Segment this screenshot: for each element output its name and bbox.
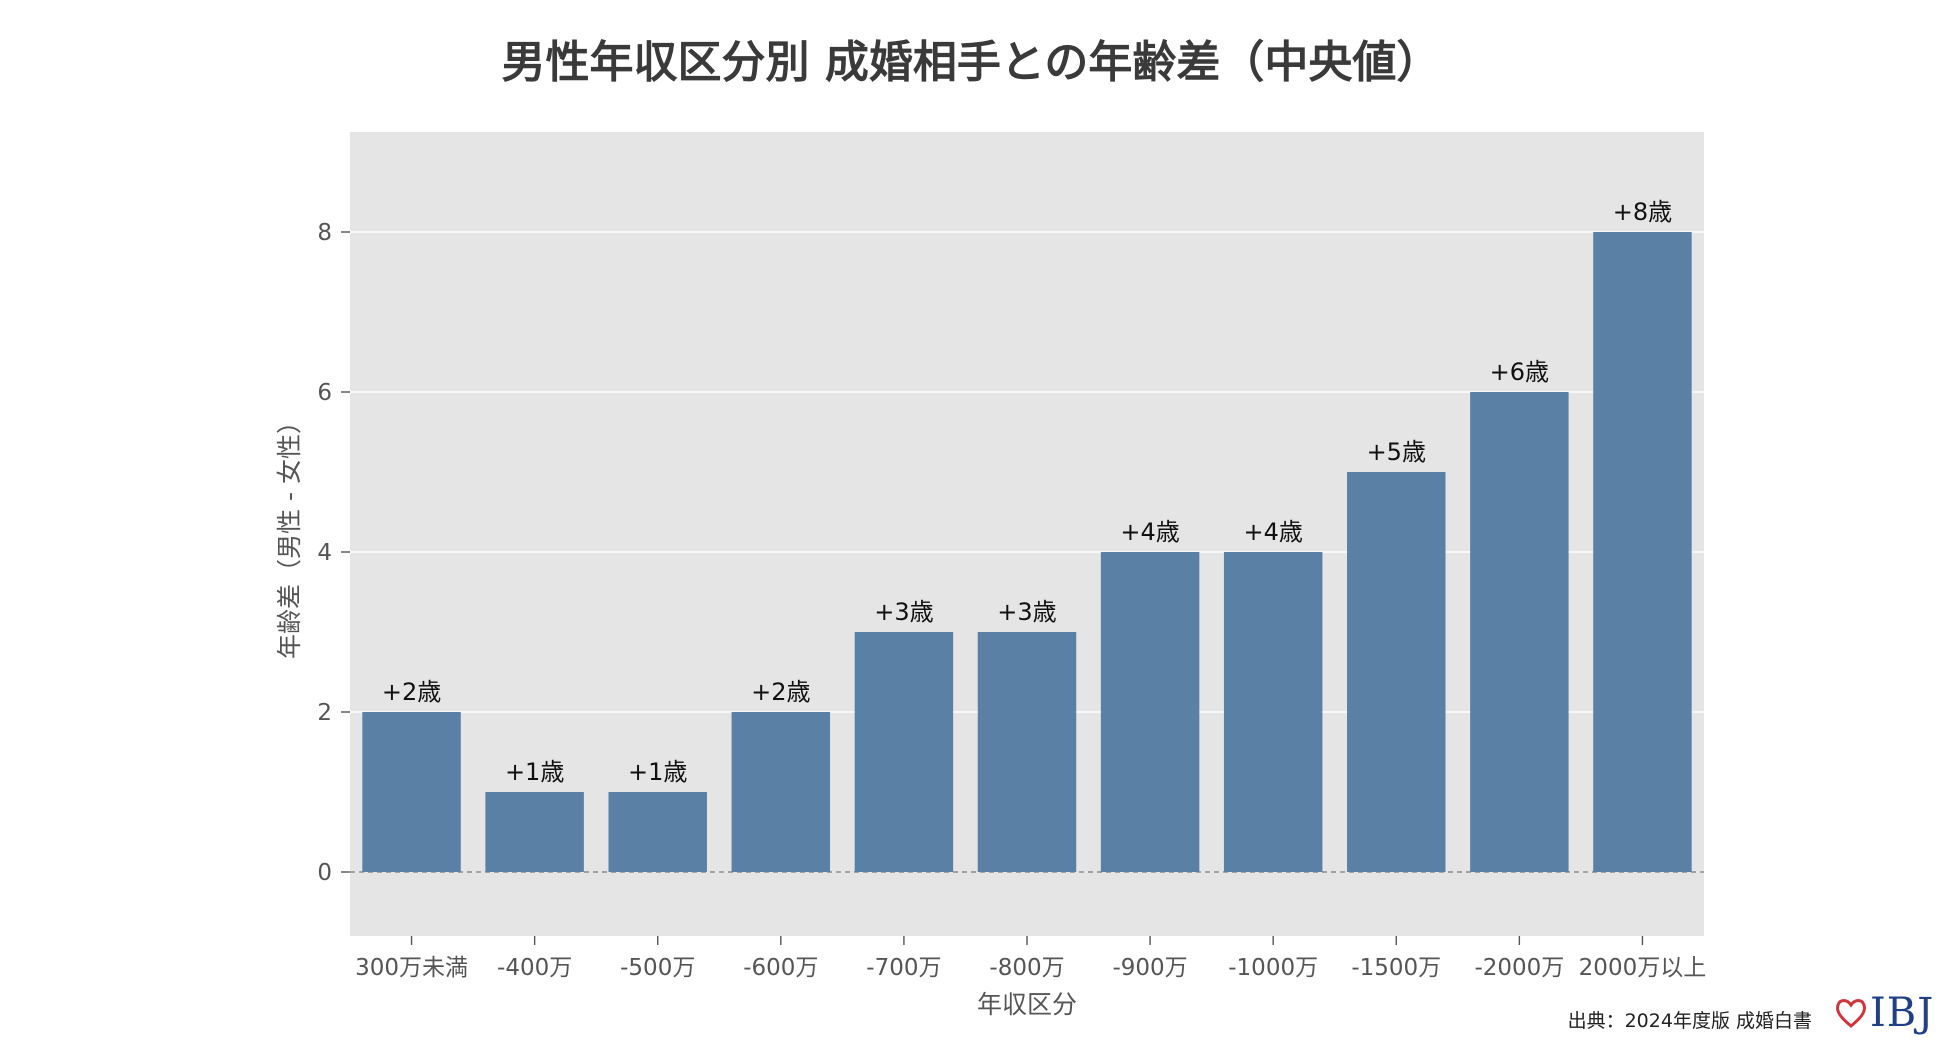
y-axis: 0 2 4 6 8 <box>317 220 350 886</box>
x-tick-label: -900万 <box>1112 955 1187 981</box>
bar <box>854 632 954 872</box>
y-tick-label: 2 <box>317 700 332 726</box>
bar <box>485 792 584 872</box>
bar-value-label: +1歳 <box>628 758 687 786</box>
bar <box>1593 232 1692 872</box>
x-tick-label: -400万 <box>497 955 572 981</box>
bar-value-label: +6歳 <box>1490 358 1549 386</box>
y-tick-label: 0 <box>317 860 332 886</box>
bar-value-label: +8歳 <box>1613 198 1672 226</box>
bar <box>362 712 461 872</box>
x-tick-label: -1000万 <box>1228 955 1318 981</box>
bar <box>731 712 831 872</box>
bar <box>1223 552 1323 872</box>
x-axis-label: 年収区分 <box>977 990 1077 1019</box>
x-tick-label: -500万 <box>620 955 695 981</box>
source-note: 出典：2024年度版 成婚白書 <box>1567 1010 1812 1032</box>
bar-value-label: +4歳 <box>1243 518 1302 546</box>
y-tick-label: 8 <box>317 220 332 246</box>
bar-value-label: +4歳 <box>1120 518 1179 546</box>
bar <box>977 632 1077 872</box>
y-tick-label: 4 <box>317 540 332 566</box>
x-axis: 300万未満 -400万 -500万 -600万 -700万 -800万 -900万 -100… <box>355 936 1706 981</box>
bar <box>1100 552 1200 872</box>
x-tick-label: 2000万以上 <box>1579 955 1707 981</box>
x-tick-label: -700万 <box>866 955 941 981</box>
bar-value-label: +2歳 <box>382 678 441 706</box>
heart-icon <box>1836 999 1866 1028</box>
logo-text: IBJ <box>1870 990 1935 1036</box>
bar-value-label: +1歳 <box>505 758 564 786</box>
y-tick-label: 6 <box>317 380 332 406</box>
bar <box>608 792 707 872</box>
bar-value-label: +5歳 <box>1367 438 1426 466</box>
bar-value-label: +3歳 <box>874 598 933 626</box>
bar-value-label: +2歳 <box>751 678 810 706</box>
y-axis-label: 年齢差（男性 - 女性） <box>275 409 304 659</box>
x-tick-label: 300万未満 <box>355 955 468 981</box>
x-tick-label: -800万 <box>989 955 1064 981</box>
x-tick-label: -1500万 <box>1351 955 1441 981</box>
x-tick-label: -600万 <box>743 955 818 981</box>
bar-value-label: +3歳 <box>997 598 1056 626</box>
bar <box>1470 392 1569 872</box>
data-labels: +2歳 +1歳 +1歳 +2歳 +3歳 +3歳 +4歳 +4歳 +5歳 +6歳 +8歳 <box>382 198 1672 786</box>
chart-title: 男性年収区分別 成婚相手との年齢差（中央値） <box>501 37 1441 88</box>
bar <box>1347 472 1446 872</box>
x-tick-label: -2000万 <box>1474 955 1564 981</box>
ibj-logo: IBJ <box>1834 990 1933 1038</box>
bars <box>362 232 1692 872</box>
